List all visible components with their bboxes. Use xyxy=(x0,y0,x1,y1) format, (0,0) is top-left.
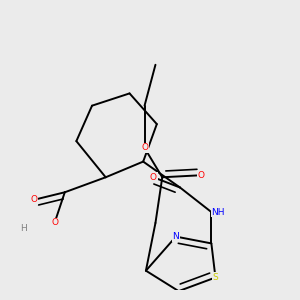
Text: H: H xyxy=(20,224,27,233)
Text: O: O xyxy=(31,195,38,204)
Text: O: O xyxy=(51,218,58,227)
Text: O: O xyxy=(198,171,205,180)
Text: O: O xyxy=(141,143,148,152)
Text: O: O xyxy=(150,173,157,182)
Text: S: S xyxy=(213,273,218,282)
Text: H: H xyxy=(20,224,27,233)
Text: NH: NH xyxy=(212,208,225,217)
Text: N: N xyxy=(172,232,179,241)
